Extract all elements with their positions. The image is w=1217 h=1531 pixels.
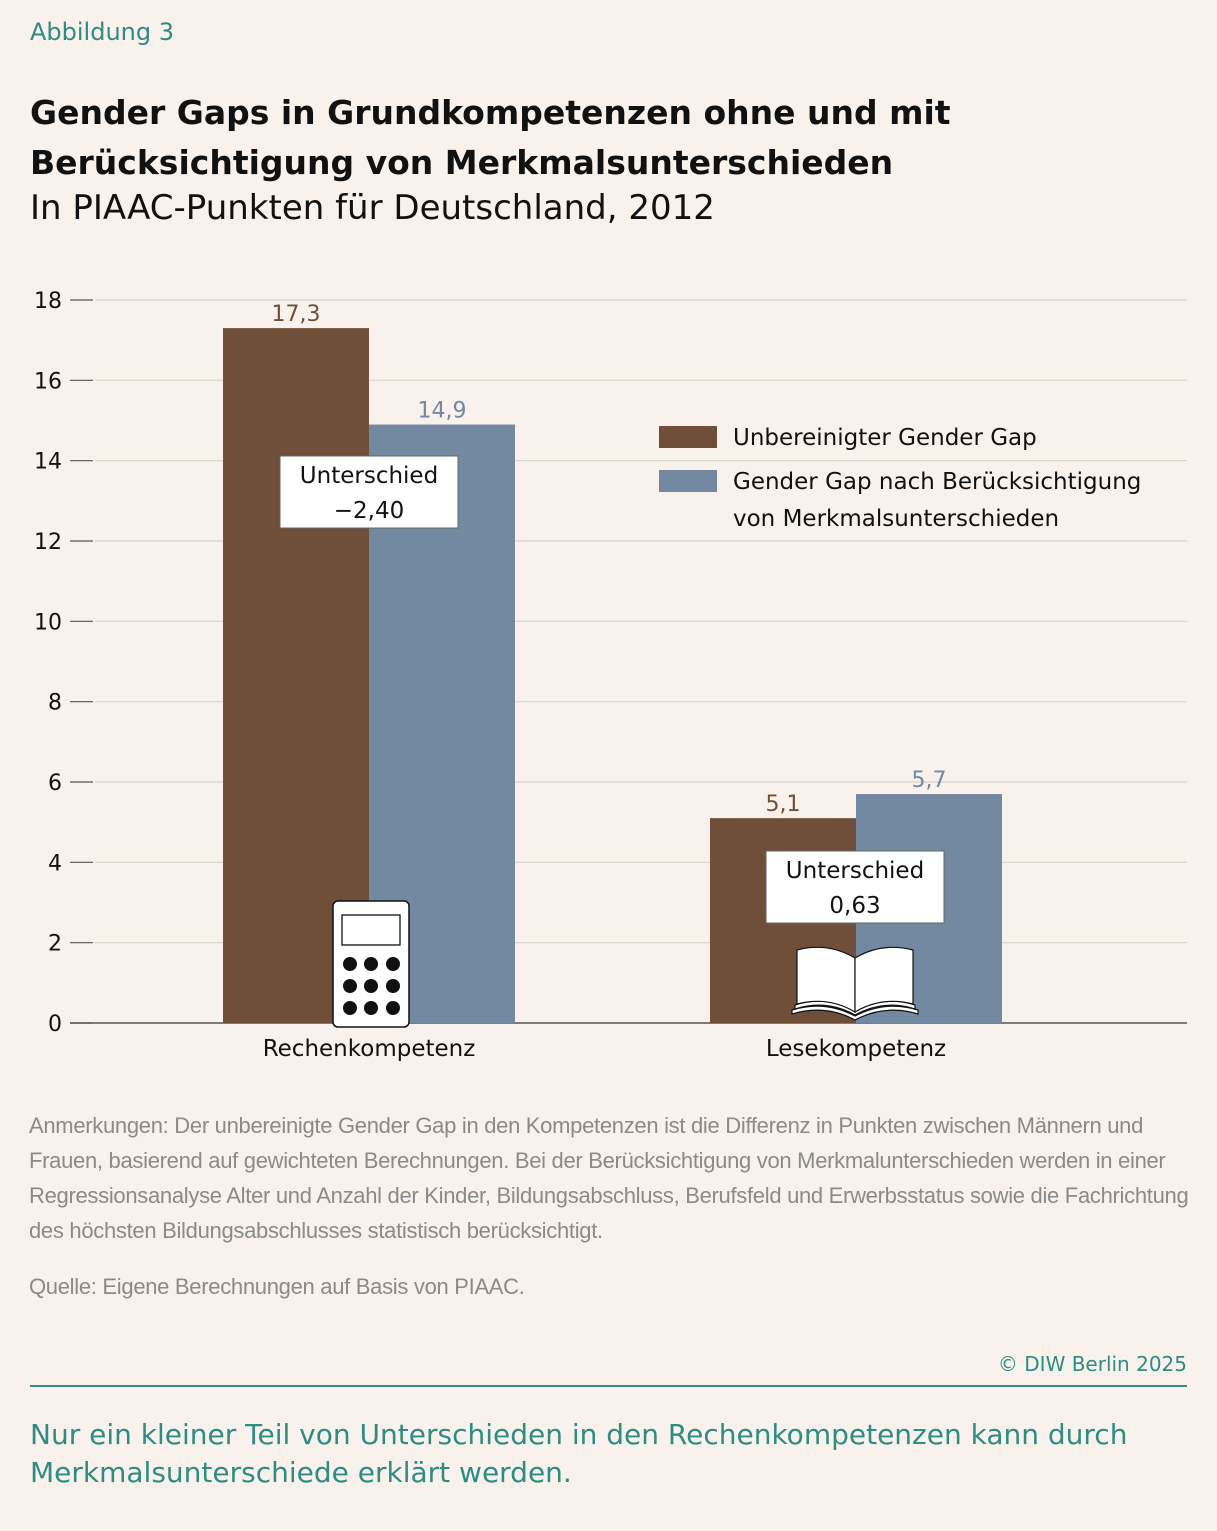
bar-value-label: 17,3 [272,302,321,327]
x-tick-label: Rechenkompetenz [263,1036,476,1062]
y-tick-label: 0 [48,1012,62,1037]
difference-box [765,850,945,924]
figure-kicker: Abbildung 3 [30,18,175,46]
difference-label: −2,40 [334,498,404,524]
y-tick-label: 16 [34,369,62,394]
divider [30,1385,1187,1387]
chart-title: Gender Gaps in Grundkompetenzen ohne und… [30,93,951,182]
y-tick-label: 14 [34,450,62,475]
takeaway-text: Nur ein kleiner Teil von Unterschieden i… [30,1418,1128,1489]
legend-swatch [659,470,717,492]
bar-value-label: 14,9 [418,399,467,424]
y-tick-label: 10 [34,610,62,635]
legend-label: Unbereinigter Gender Gap [733,425,1037,451]
chart-source: Quelle: Eigene Berechnungen auf Basis vo… [29,1274,525,1299]
bar-value-label: 5,7 [912,768,947,793]
bar-chart: 0 2 4 6 8 10 12 14 16 18 17,3 14,9 Rechenkompetenz 5,… [34,289,1187,1062]
chart-subtitle: In PIAAC-Punkten für Deutschland, 2012 [30,188,715,228]
y-tick-label: 18 [34,289,62,314]
book-icon [791,946,919,1021]
difference-label: Unterschied [786,858,924,884]
legend-label: von Merkmalsunterschieden [733,506,1059,532]
difference-box [279,455,459,529]
copyright: © DIW Berlin 2025 [997,1352,1187,1376]
x-tick-label: Lesekompetenz [766,1036,946,1062]
bar-value-label: 5,1 [766,792,801,817]
difference-label: 0,63 [829,893,880,919]
calculator-icon [332,900,410,1028]
legend-swatch [659,426,717,448]
y-tick-label: 6 [48,771,62,796]
y-tick-label: 12 [34,530,62,555]
legend-label: Gender Gap nach Berücksichtigung [733,469,1141,495]
y-tick-label: 4 [48,851,62,876]
y-tick-label: 8 [48,691,62,716]
difference-label: Unterschied [300,463,438,489]
chart-notes: Anmerkungen: Der unbereinigte Gender Gap… [29,1113,1189,1243]
y-tick-label: 2 [48,932,62,957]
